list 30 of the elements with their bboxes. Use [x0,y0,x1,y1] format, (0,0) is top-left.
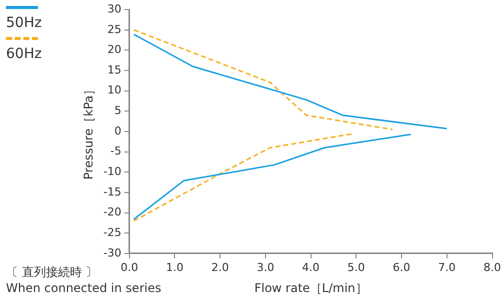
text: When connected in series [6,280,162,296]
legend-label: 50Hz [6,15,42,31]
x-tick-label: 0.0 [120,260,138,274]
y-tick-label: 5 [114,104,122,118]
y-tick-label: 10 [107,84,122,97]
x-tick-label: 3.0 [256,260,274,274]
x-tick-label: 6.0 [392,260,410,274]
y-tick-label: 15 [107,63,122,76]
y-tick-label: -10 [103,164,122,178]
y-tick-label: -30 [103,246,122,260]
x-tick-label: 2.0 [211,260,229,274]
line-series [133,29,394,130]
y-tick-label: 0 [114,124,122,138]
x-tick-label: 7.0 [438,260,456,274]
x-tick-label: 4.0 [302,260,320,274]
legend-label: 60Hz [6,46,42,62]
y-tick-label: 20 [107,43,122,56]
x-axis-title: Flow rate［L/min］ [254,280,368,295]
line-series [133,133,352,222]
y-tick-label: -20 [103,206,122,219]
x-tick-label: 1.0 [166,260,184,274]
y-tick-label: -5 [110,144,122,158]
y-tick-label: 25 [107,22,122,36]
y-tick-label: 30 [107,2,122,16]
text: 〔 直列接続時 〕 [6,265,98,279]
y-tick-label: -25 [103,226,122,239]
y-axis-title: Pressure［kPa］ [81,83,96,180]
x-tick-label: 5.0 [347,260,365,274]
y-tick-label: -15 [103,185,122,198]
x-tick-label: 8.0 [484,260,502,274]
